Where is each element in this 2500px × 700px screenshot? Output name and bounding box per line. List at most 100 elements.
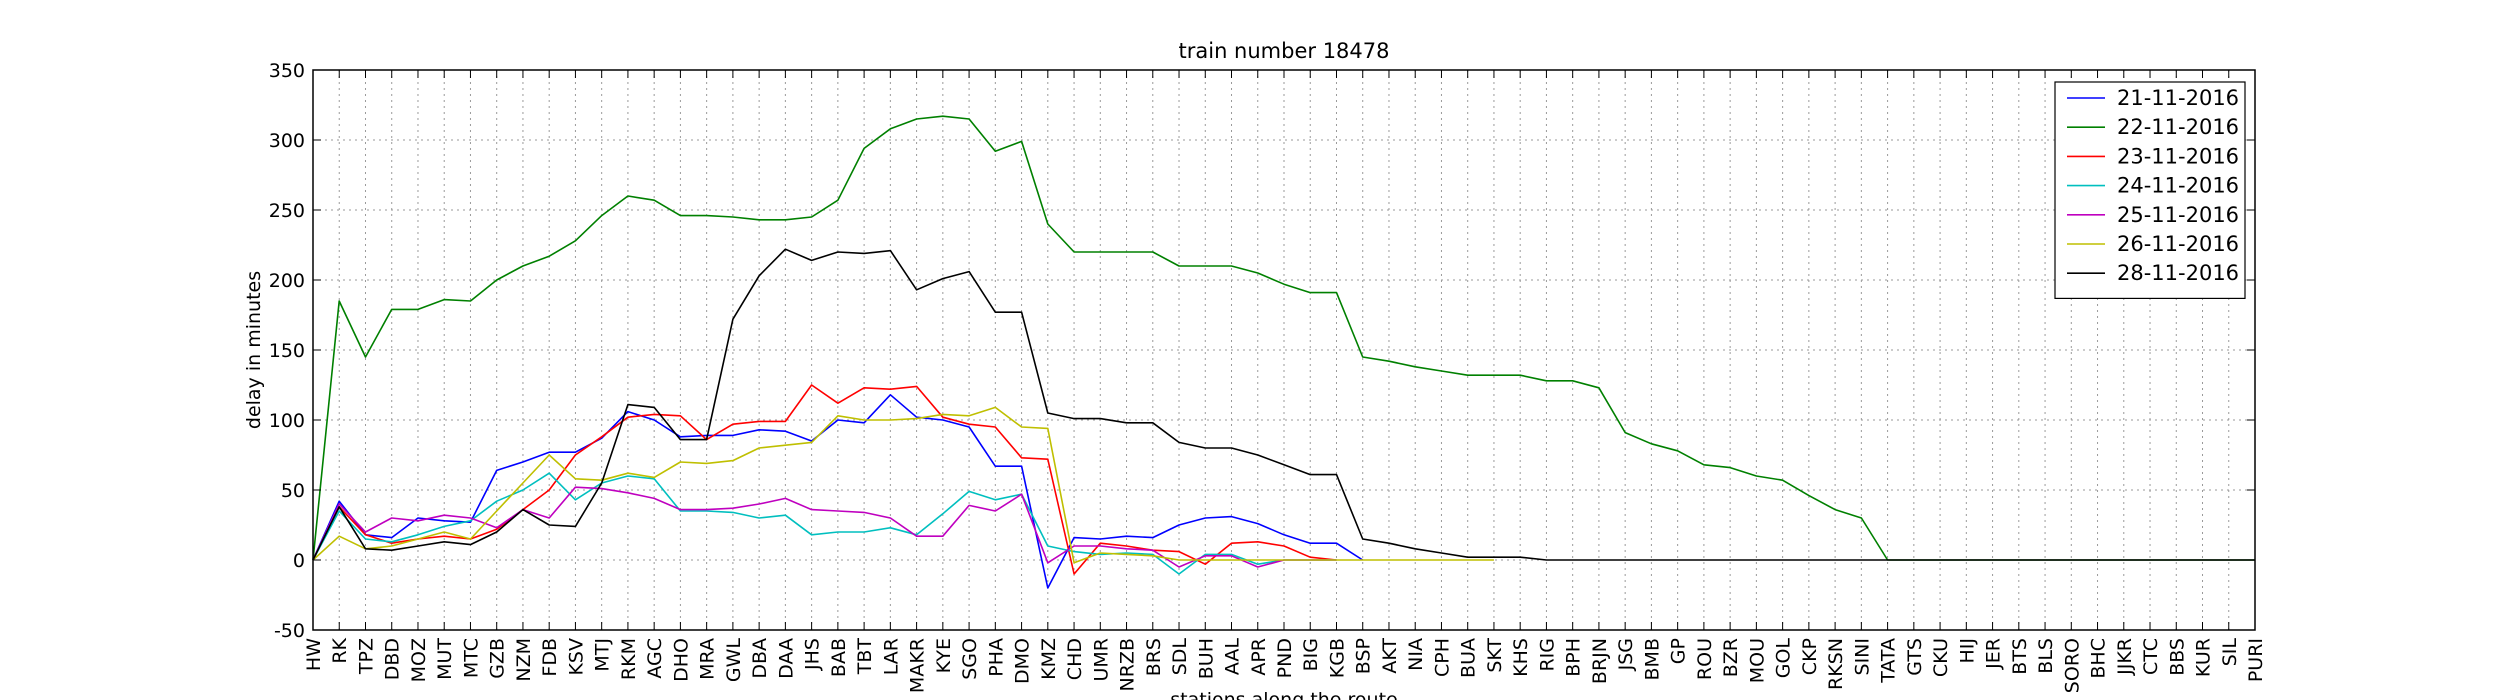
series-line-3 (312, 384, 1337, 575)
x-tick-label: APR (1248, 638, 1270, 676)
y-axis-title: delay in minutes (243, 271, 265, 429)
series-line-7 (312, 248, 2255, 561)
x-tick-label: BBS (2166, 638, 2188, 676)
x-tick-label: BHC (2088, 638, 2110, 679)
x-tick-label: BPH (1563, 638, 1585, 677)
x-tick-label: GOL (1773, 638, 1795, 679)
x-tick-label: BRJN (1589, 638, 1611, 684)
x-tick-label: FDB (539, 638, 561, 677)
x-tick-label: SORO (2061, 638, 2083, 693)
legend-label: 28-11-2016 (2117, 261, 2239, 285)
x-tick-label: DMO (1012, 638, 1034, 684)
series-line-5 (312, 486, 1337, 568)
series-line-2 (312, 115, 2255, 561)
x-tick-label: NZM (513, 638, 535, 682)
x-tick-label: ROU (1694, 638, 1716, 680)
x-tick-label: TBT (854, 638, 876, 676)
x-ticks: HW RK TPZ DBD MOZ MUT MTC GZB NZM FDB KSV MTJ RKM AGC… (303, 70, 2267, 693)
x-tick-label: MUT (434, 638, 456, 680)
x-tick-label: SDL (1169, 638, 1191, 676)
x-tick-label: PURI (2245, 638, 2267, 682)
x-tick-label: KHS (1510, 638, 1532, 677)
x-tick-label: UMR (1090, 638, 1112, 682)
x-tick-label: GWL (723, 638, 745, 683)
x-tick-label: BSP (1353, 638, 1375, 674)
x-tick-label: CKU (1930, 638, 1952, 677)
x-tick-label: CPH (1431, 638, 1453, 677)
x-tick-label: DAA (775, 638, 797, 679)
series-line-4 (312, 472, 1337, 575)
x-tick-label: GZB (487, 638, 509, 679)
x-tick-label: BUH (1195, 638, 1217, 679)
x-tick-label: BIG (1300, 638, 1322, 671)
x-tick-label: JJKR (2114, 638, 2136, 676)
y-ticks: -50 0 50 100 150 200 250 300 350 (269, 60, 2255, 642)
x-tick-label: HIJ (1956, 638, 1978, 664)
x-tick-label: RK (329, 637, 351, 663)
y-tick-label: 0 (293, 550, 305, 572)
x-tick-label: AKT (1379, 638, 1401, 674)
x-tick-label: BTS (2009, 638, 2031, 675)
x-tick-label: BMB (1641, 638, 1663, 680)
series-line-1 (312, 394, 1364, 589)
x-tick-label: SIL (2219, 638, 2241, 667)
legend-box (2054, 81, 2246, 299)
y-tick-label: 50 (281, 480, 305, 502)
x-tick-label: DBD (382, 638, 404, 680)
x-tick-label: NRZB (1117, 638, 1139, 691)
series-layer (312, 115, 2255, 589)
x-tick-label: DHO (670, 638, 692, 682)
legend: 21-11-2016 22-11-2016 23-11-2016 24-11-2016… (2054, 81, 2246, 299)
legend-label: 25-11-2016 (2117, 203, 2239, 227)
x-tick-label: DBA (749, 638, 771, 679)
x-tick-label: CKP (1799, 638, 1821, 675)
x-tick-label: KSV (565, 638, 587, 676)
x-tick-label: AAL (1222, 638, 1244, 676)
y-tick-label: 150 (269, 340, 305, 362)
x-tick-label: GP (1668, 638, 1690, 664)
x-tick-label: LAR (880, 638, 902, 675)
x-tick-label: BLS (2035, 638, 2057, 674)
legend-label: 21-11-2016 (2117, 86, 2239, 110)
x-tick-label: GTS (1904, 638, 1926, 676)
y-tick-label: 350 (269, 60, 305, 82)
x-tick-label: SGO (959, 638, 981, 680)
x-tick-label: KGB (1326, 638, 1348, 678)
legend-label: 24-11-2016 (2117, 174, 2239, 198)
x-tick-label: MTC (460, 638, 482, 678)
legend-label: 23-11-2016 (2117, 144, 2239, 168)
x-tick-label: HW (303, 638, 325, 671)
x-tick-label: AGC (644, 638, 666, 679)
x-tick-label: RIG (1536, 638, 1558, 672)
x-tick-label: MOZ (408, 638, 430, 682)
y-tick-label: -50 (274, 620, 305, 642)
x-tick-label: JHS (802, 638, 824, 671)
y-tick-label: 250 (269, 200, 305, 222)
x-tick-label: SKT (1484, 638, 1506, 673)
x-tick-label: KUR (2193, 638, 2215, 677)
x-tick-label: SINI (1851, 638, 1873, 675)
legend-label: 22-11-2016 (2117, 115, 2239, 139)
x-tick-label: RKM (618, 638, 640, 680)
y-tick-label: 200 (269, 270, 305, 292)
x-tick-label: NIA (1405, 638, 1427, 671)
x-tick-label: CHD (1064, 638, 1086, 680)
x-tick-label: KYE (933, 638, 955, 673)
x-tick-label: PHA (985, 638, 1007, 677)
x-axis-title: stations along the route (1170, 689, 1397, 700)
x-tick-label: BAB (828, 638, 850, 677)
x-tick-label: MRA (697, 638, 719, 680)
x-tick-label: PND (1274, 638, 1296, 678)
x-tick-label: MOU (1746, 638, 1768, 683)
x-tick-label: BRS (1143, 638, 1165, 676)
x-tick-label: KMZ (1038, 638, 1060, 680)
x-tick-label: BUA (1458, 638, 1480, 678)
x-tick-label: MTJ (592, 638, 614, 672)
chart-title: train number 18478 (1179, 39, 1390, 63)
legend-label: 26-11-2016 (2117, 232, 2239, 256)
y-tick-label: 100 (269, 410, 305, 432)
y-tick-label: 300 (269, 130, 305, 152)
x-tick-label: RKSN (1825, 638, 1847, 690)
series-line-6 (312, 406, 1494, 564)
